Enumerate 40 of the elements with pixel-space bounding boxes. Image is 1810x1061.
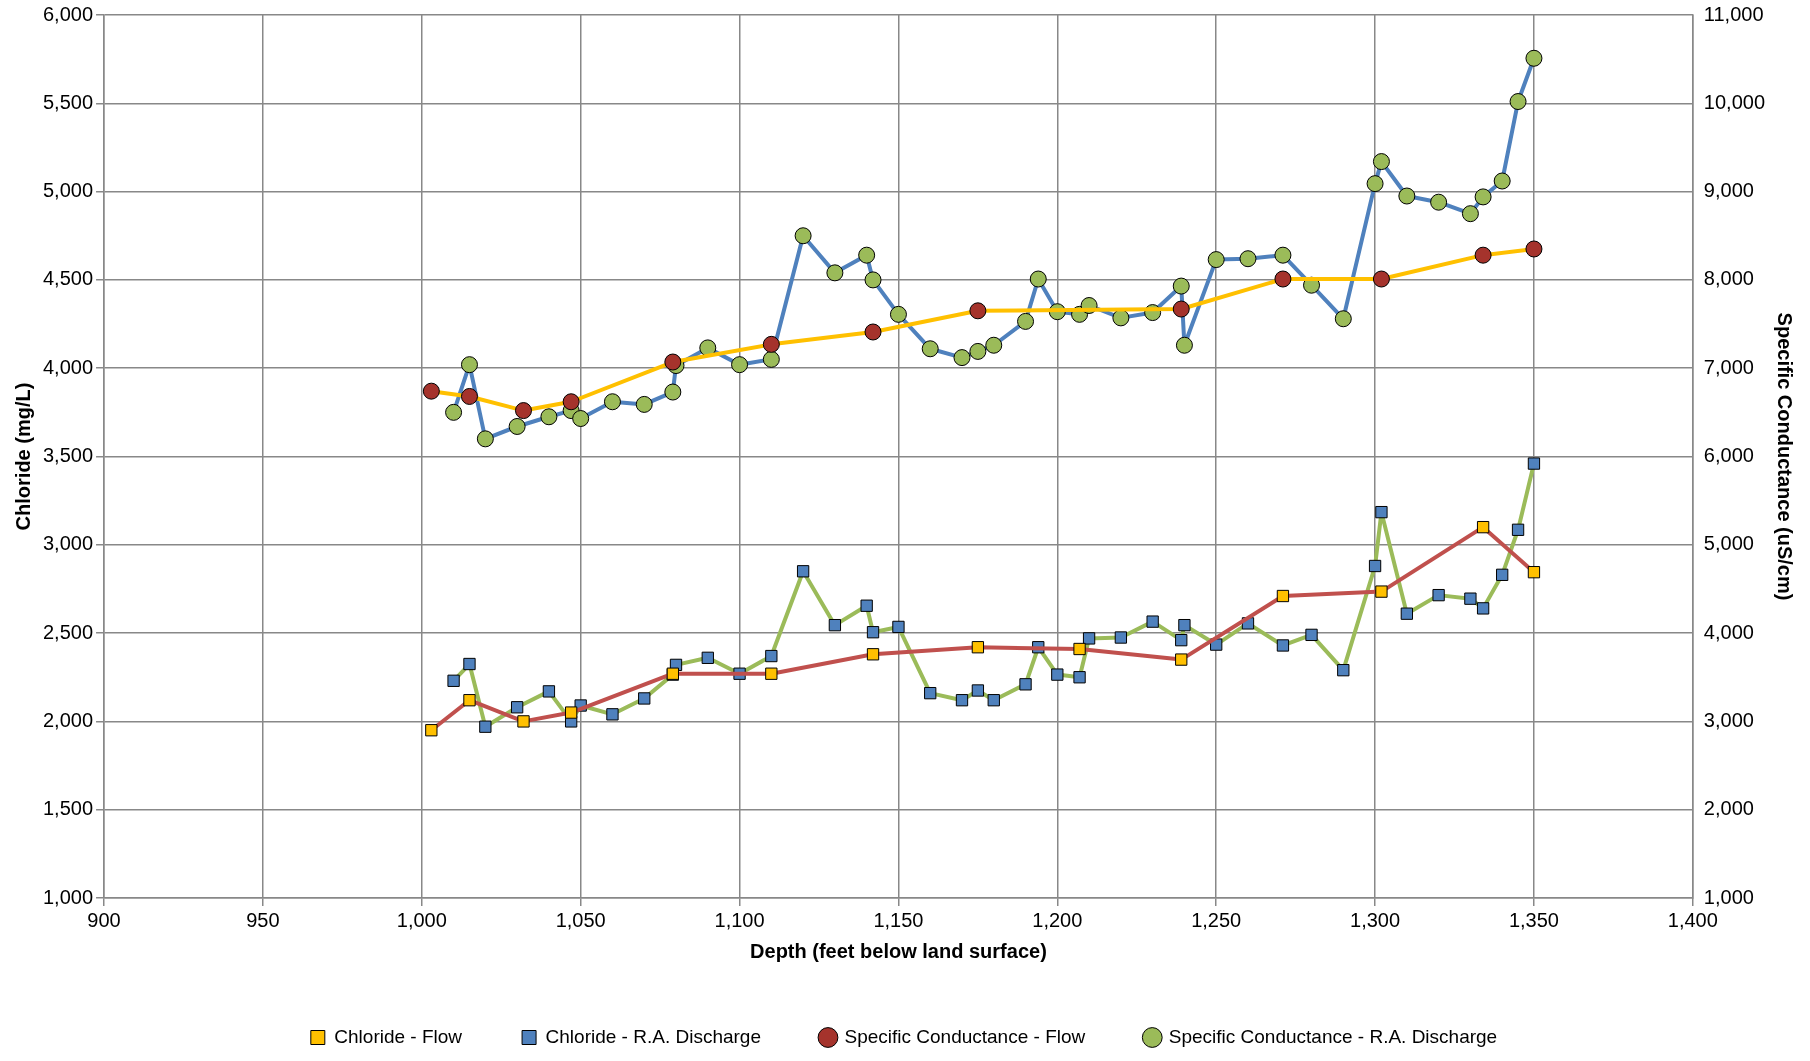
y-tick-label: 2,500 (42, 620, 94, 643)
y2-tick-label: 1,000 (1703, 885, 1754, 908)
x-tick-label: 900 (87, 908, 121, 931)
y-tick-label: 4,500 (42, 267, 94, 290)
legend-label: Chloride - R.A. Discharge (545, 1025, 761, 1047)
y-tick-label: 5,500 (42, 90, 94, 113)
x-tick-label: 950 (246, 908, 280, 931)
legend-label: Specific Conductance - R.A. Discharge (1168, 1025, 1498, 1047)
y-tick-label: 3,000 (42, 532, 94, 555)
y-tick-label: 2,000 (42, 708, 94, 731)
y2-tick-label: 11,000 (1703, 2, 1764, 25)
y2-tick-label: 4,000 (1703, 620, 1754, 643)
y-tick-label: 1,000 (42, 885, 94, 908)
x-tick-label: 1,050 (555, 908, 606, 931)
legend-label: Specific Conductance - Flow (844, 1025, 1086, 1047)
x-tick-label: 1,200 (1032, 908, 1083, 931)
y-tick-label: 1,500 (42, 797, 94, 820)
y2-tick-label: 5,000 (1703, 532, 1754, 555)
y2-tick-label: 7,000 (1703, 355, 1754, 378)
y2-tick-label: 2,000 (1703, 797, 1754, 820)
x-tick-label: 1,350 (1508, 908, 1559, 931)
y-axis-title: Chloride (mg/L) (11, 382, 34, 531)
x-tick-label: 1,000 (396, 908, 447, 931)
y2-tick-label: 3,000 (1703, 708, 1754, 731)
x-tick-label: 1,250 (1191, 908, 1242, 931)
legend-label: Chloride - Flow (334, 1025, 463, 1047)
y-tick-label: 3,500 (42, 444, 94, 467)
x-tick-label: 1,100 (714, 908, 765, 931)
y-tick-label: 5,000 (42, 179, 94, 202)
x-tick-label: 1,150 (873, 908, 924, 931)
x-tick-label: 1,300 (1350, 908, 1401, 931)
y2-tick-label: 10,000 (1703, 90, 1765, 113)
y-tick-label: 6,000 (42, 2, 94, 25)
x-axis-title: Depth (feet below land surface) (750, 939, 1047, 962)
y-tick-label: 4,000 (42, 355, 94, 378)
y2-tick-label: 6,000 (1703, 444, 1754, 467)
x-tick-label: 1,400 (1667, 908, 1718, 931)
y2-axis-title: Specific Conductance (uS/cm) (1774, 312, 1797, 601)
y2-tick-label: 8,000 (1703, 267, 1754, 290)
y2-tick-label: 9,000 (1703, 179, 1754, 202)
